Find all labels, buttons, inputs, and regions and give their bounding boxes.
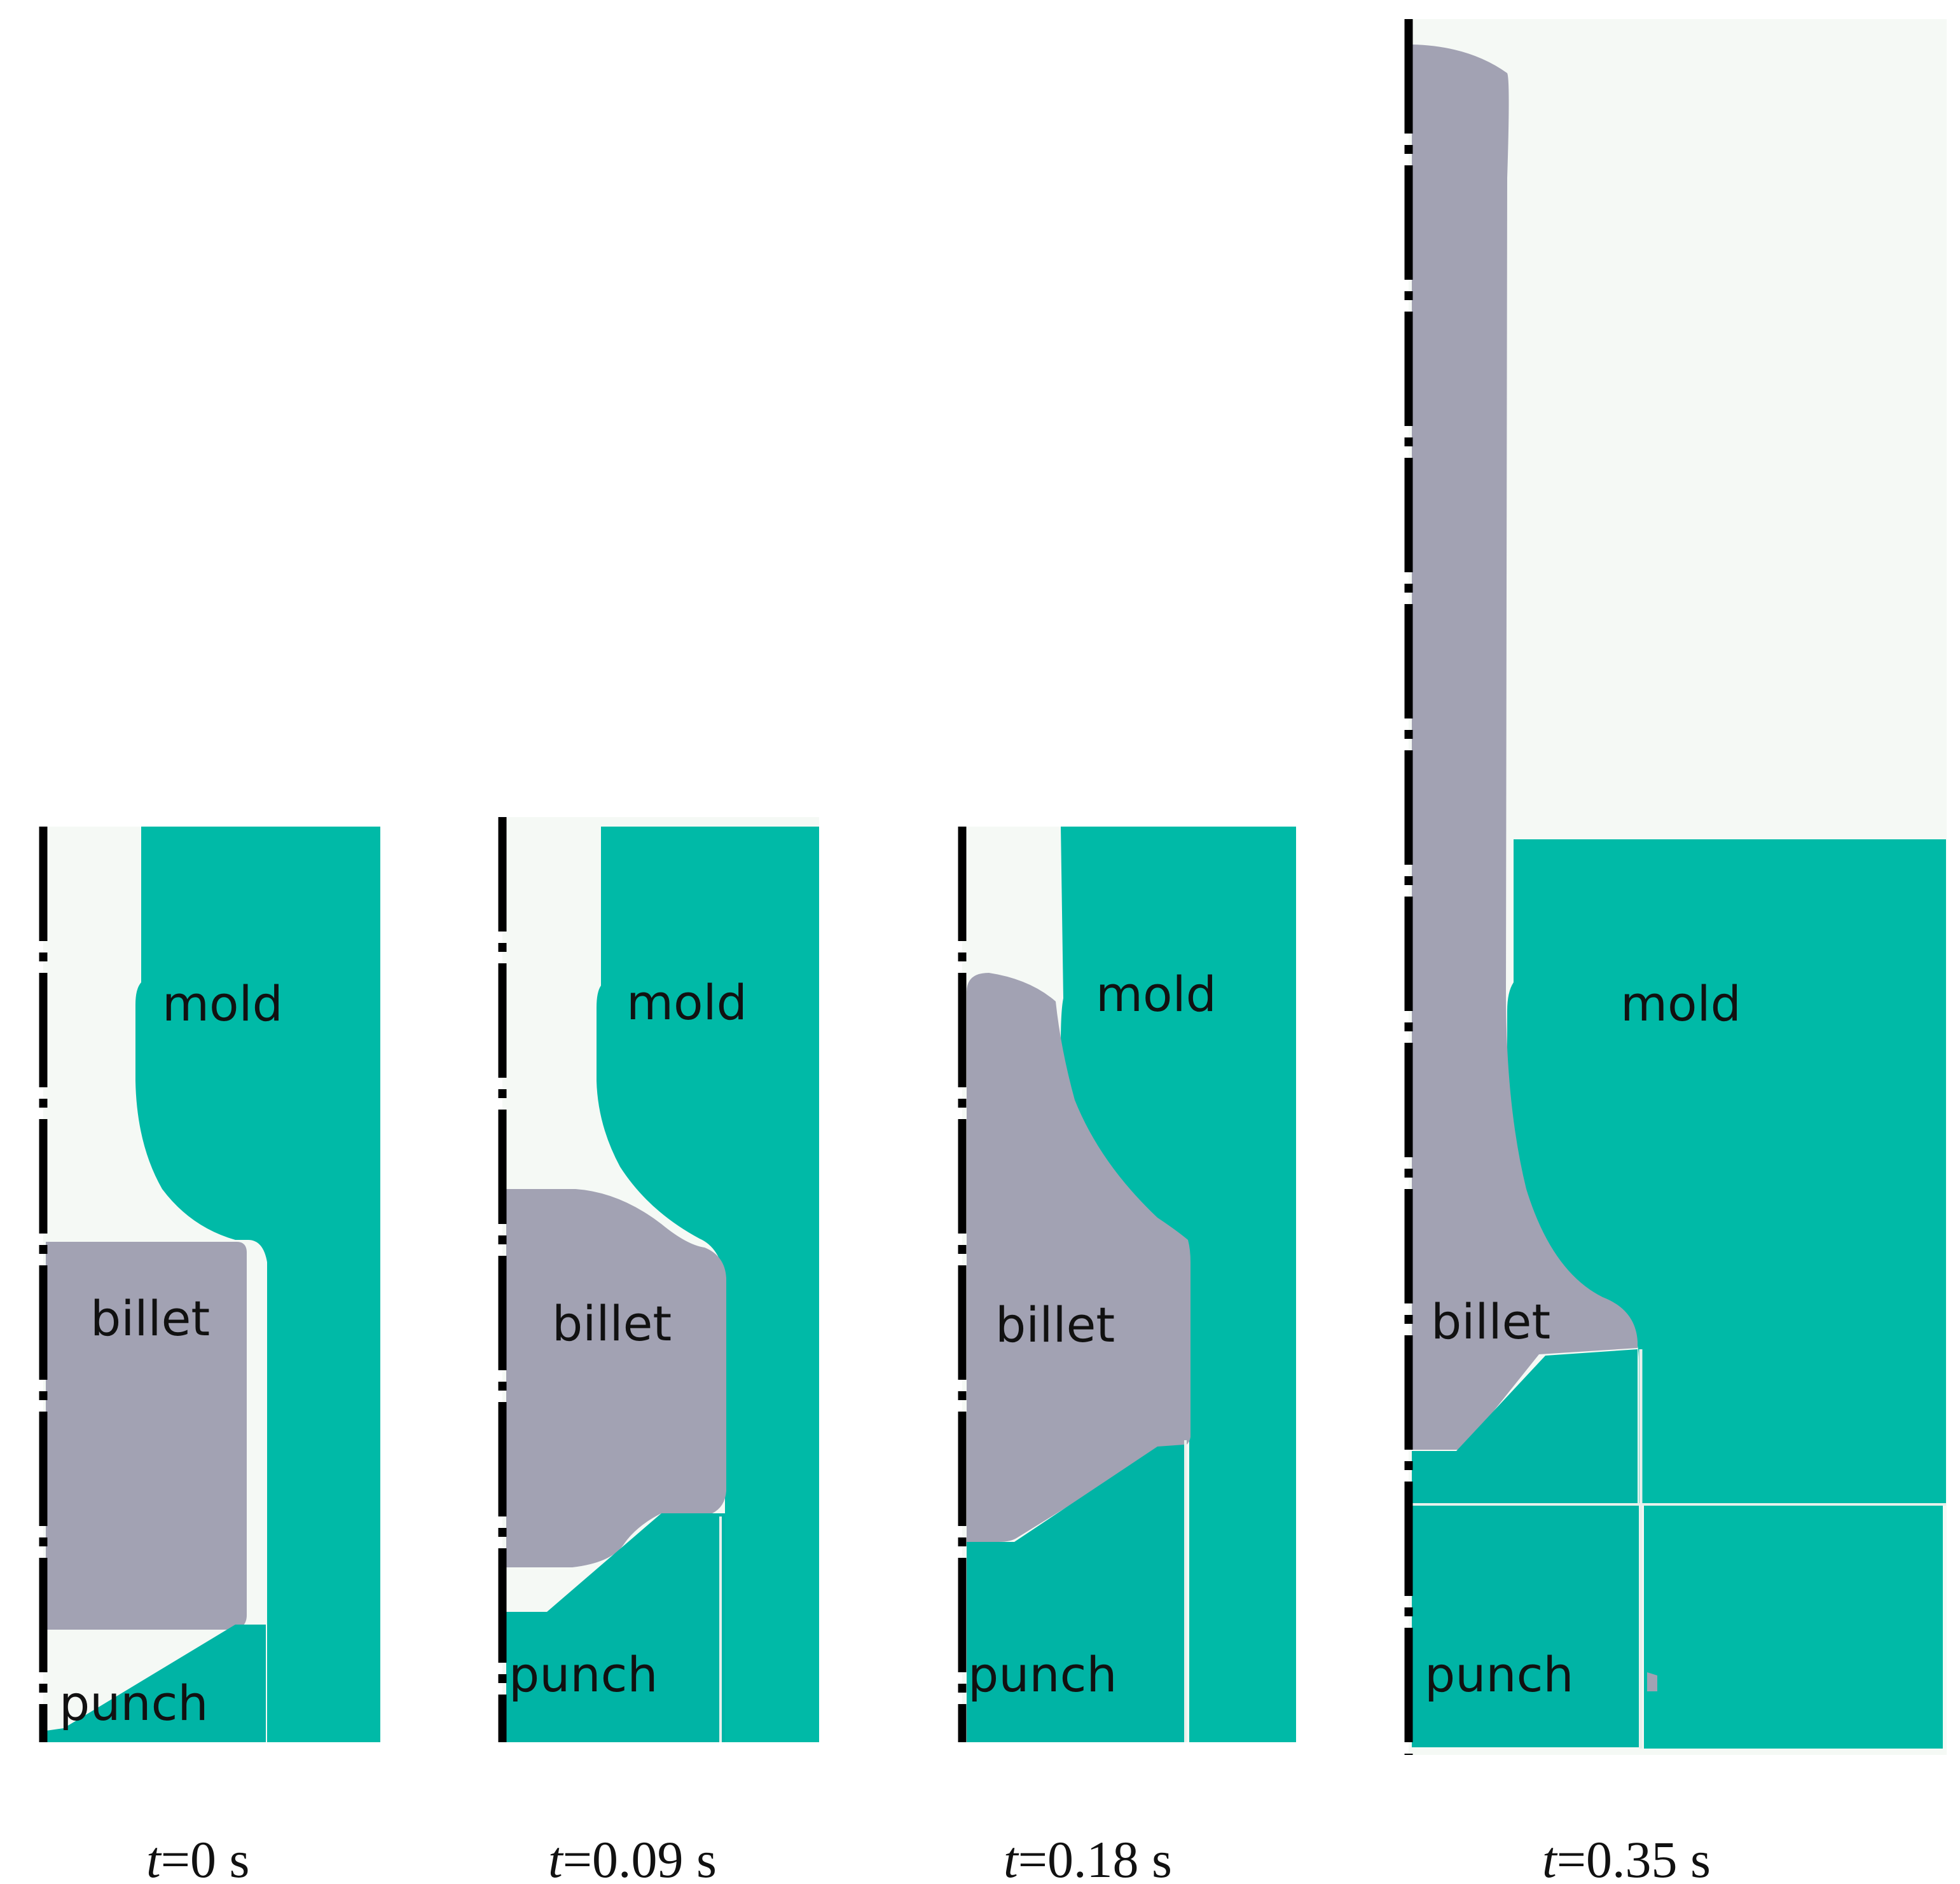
frame-t009: mold billet punch t=0.09 s <box>498 817 819 1884</box>
punch-label: punch <box>1425 1646 1574 1703</box>
billet-label: billet <box>90 1290 210 1347</box>
mold <box>1507 839 1946 1504</box>
mold-label: mold <box>162 975 283 1032</box>
punch-lower <box>1412 1504 1639 1747</box>
time-label: t=0.35 s <box>1542 1831 1711 1884</box>
mold <box>597 827 819 1742</box>
frame-t018: mold billet punch t=0.18 s <box>958 827 1296 1884</box>
billet <box>967 973 1190 1542</box>
punch-upper <box>1412 1349 1638 1504</box>
frame-t035: mold billet punch t=0.35 s <box>1404 19 1947 1884</box>
punch <box>46 1625 266 1742</box>
punch <box>506 1513 725 1742</box>
punch <box>967 1445 1184 1742</box>
punch-label: punch <box>509 1646 658 1703</box>
mold-label: mold <box>1096 966 1217 1022</box>
billet-label: billet <box>1431 1293 1550 1350</box>
billet-label: billet <box>552 1295 672 1352</box>
flash-sliver <box>1647 1672 1657 1691</box>
mold <box>135 827 380 1742</box>
punch-label: punch <box>59 1675 209 1731</box>
time-label: t=0.18 s <box>1004 1831 1172 1884</box>
mold-lower-block <box>1644 1506 1943 1749</box>
punch-label: punch <box>968 1646 1117 1703</box>
billet <box>1412 45 1638 1450</box>
mold-label: mold <box>1620 975 1741 1032</box>
mold <box>1061 827 1296 1742</box>
billet <box>46 1242 247 1630</box>
billet <box>506 1189 726 1567</box>
mold-label: mold <box>626 974 747 1031</box>
time-label: t=0 s <box>146 1831 249 1884</box>
time-label: t=0.09 s <box>548 1831 717 1884</box>
frame-t0: mold billet punch t=0 s <box>39 827 380 1884</box>
billet-label: billet <box>995 1296 1115 1353</box>
